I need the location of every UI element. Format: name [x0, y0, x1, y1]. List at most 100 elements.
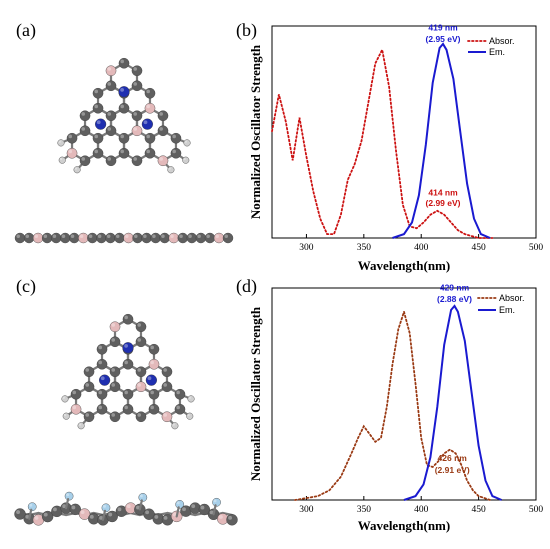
carbon-atom-highlight: [133, 157, 137, 161]
carbon-atom-highlight: [124, 405, 128, 410]
x-tick-label: 450: [471, 505, 486, 515]
carbon-atom-highlight: [81, 157, 86, 161]
hydrogen-atom-highlight: [187, 413, 190, 417]
carbon-atom-highlight: [16, 234, 20, 238]
carbon-atom-highlight: [94, 134, 99, 139]
nitrogen-atom-highlight: [143, 120, 148, 125]
carbon-atom-highlight: [94, 104, 99, 109]
carbon-atom-highlight: [85, 413, 90, 417]
panel-label-b: (b): [236, 20, 257, 41]
carbon-atom-highlight: [72, 390, 77, 395]
carbon-atom-highlight: [163, 368, 167, 372]
carbon-atom: [157, 110, 169, 122]
carbon-atom: [143, 508, 155, 520]
hydrogen-atom: [183, 139, 191, 147]
carbon-atom-highlight: [134, 234, 138, 238]
carbon-atom: [96, 358, 108, 370]
carbon-atom-highlight: [176, 390, 180, 395]
hydrogen-atom: [167, 166, 175, 174]
carbon-atom-highlight: [43, 512, 48, 517]
hydrogen-atom-highlight: [62, 396, 65, 399]
peak-annotations: 429 nm (2.88 eV) 426 nm (2.91 eV): [435, 282, 472, 474]
carbon-atom: [161, 366, 173, 378]
carbon-atom: [105, 232, 116, 244]
carbon-atom: [106, 510, 118, 523]
carbon-atom-highlight: [98, 390, 103, 395]
boron-atom: [144, 102, 156, 114]
legend-emission-label: Em.: [499, 305, 515, 315]
peak-annotation: 426 nm: [438, 453, 468, 463]
nitrogen-atom-highlight: [100, 376, 105, 381]
carbon-atom: [170, 147, 182, 159]
carbon-atom: [144, 87, 156, 99]
carbon-atom-highlight: [133, 82, 137, 86]
carbon-atom-highlight: [16, 510, 21, 514]
carbon-atom-highlight: [124, 360, 128, 365]
panel-label-c: (c): [16, 276, 36, 297]
carbon-atom: [186, 232, 198, 244]
boron-atom-highlight: [111, 323, 116, 327]
carbon-atom-highlight: [98, 405, 103, 410]
spectrum-chart-d: 300 350 400 450 500 429 nm (2.88 eV) 426 nm (2.…: [248, 282, 543, 533]
boron-atom-highlight: [34, 234, 39, 238]
carbon-atom: [131, 80, 143, 92]
nitrogen-atom: [118, 86, 130, 98]
carbon-atom-highlight: [182, 507, 186, 512]
fluorine-atom-highlight: [103, 504, 106, 508]
carbon-atom-highlight: [163, 383, 167, 387]
carbon-atom-highlight: [107, 112, 112, 116]
nitrogen-atom-highlight: [120, 87, 124, 92]
carbon-atom-highlight: [206, 234, 210, 238]
carbon-atom-highlight: [197, 234, 201, 238]
carbon-atom-highlight: [94, 149, 99, 154]
hydrogen-atom-highlight: [58, 140, 61, 143]
carbon-atom: [144, 132, 156, 144]
carbon-atom-highlight: [107, 157, 112, 161]
carbon-atom: [195, 232, 207, 244]
boron-atom-highlight: [79, 234, 84, 238]
carbon-atom: [122, 358, 134, 370]
carbon-atom: [148, 343, 160, 355]
boron-atom-highlight: [34, 515, 39, 520]
boron-atom: [105, 65, 117, 77]
boron-atom-highlight: [170, 234, 174, 238]
boron-atom: [78, 508, 91, 520]
nitrogen-atom-highlight: [124, 343, 128, 348]
carbon-atom-highlight: [85, 368, 90, 372]
peak-annotation: (2.91 eV): [435, 465, 470, 475]
x-axis: 300 350 400 450 500: [299, 496, 543, 515]
carbon-atom-highlight: [179, 234, 183, 238]
molecule-side-view-c: [14, 491, 238, 526]
boron-atom: [135, 381, 147, 393]
carbon-atom-highlight: [124, 315, 128, 320]
carbon-atom: [69, 503, 82, 516]
nitrogen-atom: [141, 118, 153, 130]
boron-atom: [70, 403, 82, 415]
carbon-atom: [96, 232, 107, 244]
carbon-atom-highlight: [188, 234, 192, 238]
x-tick-label: 500: [529, 243, 544, 253]
boron-atom-highlight: [146, 104, 150, 109]
carbon-atom-highlight: [71, 505, 76, 510]
nitrogen-atom-highlight: [147, 376, 152, 381]
nitrogen-atom: [145, 374, 157, 386]
carbon-atom-highlight: [124, 390, 128, 395]
carbon-atom-highlight: [111, 338, 116, 342]
carbon-atom: [135, 366, 147, 378]
carbon-atom: [23, 232, 35, 244]
carbon-atom-highlight: [176, 405, 180, 410]
hydrogen-atom-highlight: [59, 157, 63, 161]
carbon-atom: [132, 232, 143, 244]
hydrogen-atom: [57, 139, 65, 147]
peak-annotation: 414 nm: [428, 187, 458, 197]
carbon-atom-highlight: [85, 383, 90, 387]
carbon-atom-highlight: [146, 149, 150, 154]
x-tick-label: 500: [529, 505, 544, 515]
carbon-atom: [105, 80, 117, 92]
carbon-atom: [159, 232, 170, 244]
fluorine-atom-highlight: [29, 503, 33, 507]
carbon-atom: [118, 132, 130, 144]
carbon-atom: [66, 132, 78, 144]
carbon-atom-highlight: [68, 134, 73, 139]
fluorine-atom: [101, 503, 111, 513]
